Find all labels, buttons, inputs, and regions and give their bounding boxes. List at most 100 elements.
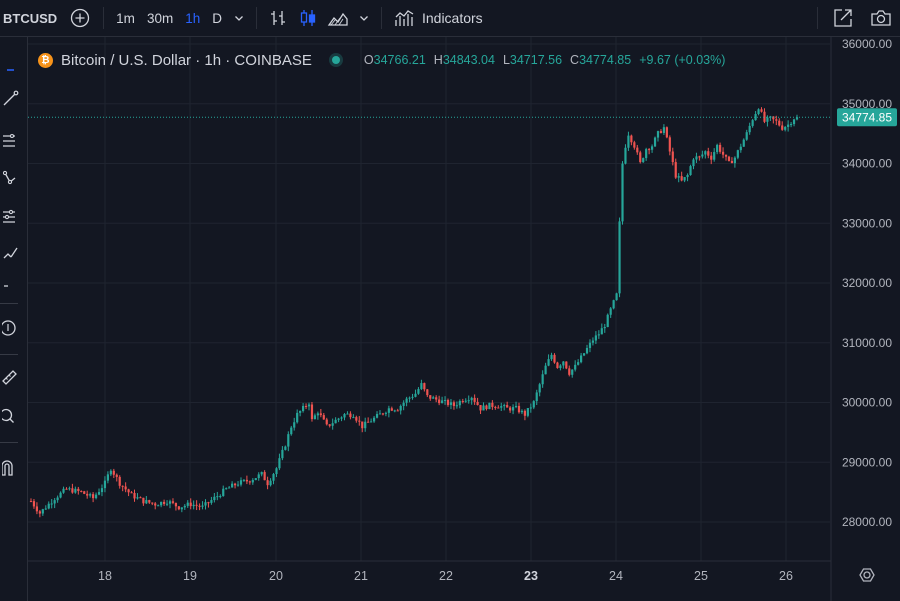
- candle-body: [724, 154, 728, 157]
- chart-type-dropdown[interactable]: [353, 0, 375, 36]
- candle-body: [53, 500, 56, 504]
- candle-body: [645, 149, 648, 159]
- settings-gear-icon[interactable]: [859, 568, 875, 582]
- candle-body: [571, 369, 574, 375]
- indicators-button[interactable]: Indicators: [388, 0, 489, 36]
- candle-body: [319, 413, 322, 416]
- snapshot-button[interactable]: [862, 0, 900, 36]
- candle-body: [313, 415, 317, 420]
- icons-tool[interactable]: [0, 317, 22, 339]
- close-key: C: [570, 53, 580, 67]
- candle-body: [287, 434, 290, 447]
- interval-1m[interactable]: 1m: [116, 10, 135, 26]
- candle-body: [562, 361, 565, 366]
- interval-30m[interactable]: 30m: [146, 10, 174, 26]
- candle-body: [532, 401, 535, 408]
- candle-body: [284, 446, 287, 450]
- pattern-tool[interactable]: [0, 167, 22, 189]
- text-tool[interactable]: [0, 275, 22, 297]
- candle-body: [56, 497, 59, 501]
- candle-body: [580, 355, 583, 363]
- candle-body: [281, 449, 284, 459]
- candle-body: [228, 487, 231, 489]
- candle-body: [248, 481, 251, 483]
- candle-body: [511, 407, 515, 411]
- brush-icon: [3, 247, 18, 259]
- candle-body: [216, 496, 219, 498]
- candle-body: [233, 483, 237, 486]
- candle-body: [443, 399, 447, 401]
- toolbar-divider: [0, 442, 18, 443]
- brush-tool[interactable]: [0, 242, 22, 264]
- candle-body: [438, 399, 441, 404]
- high-key: H: [433, 53, 443, 67]
- candle-body: [733, 157, 736, 164]
- candle-body: [275, 468, 278, 475]
- zoom-tool[interactable]: [0, 405, 22, 427]
- candle-body: [171, 501, 175, 503]
- candle-body: [201, 505, 204, 507]
- date-tick-label: 22: [439, 569, 453, 583]
- crosshair-tool[interactable]: [0, 56, 22, 78]
- candle-body: [334, 419, 337, 424]
- candle-body: [763, 111, 766, 122]
- candle-body: [136, 497, 139, 499]
- candle-body: [769, 116, 772, 118]
- pattern-icon: [3, 170, 16, 185]
- candle-body: [426, 389, 429, 396]
- candle-body: [503, 405, 506, 407]
- candle-body: [674, 162, 677, 178]
- chevron-down-icon: [235, 16, 243, 21]
- candle-body: [92, 494, 95, 499]
- candle-body: [713, 152, 716, 160]
- candle-body: [650, 146, 654, 150]
- prediction-tool[interactable]: [0, 205, 22, 227]
- measure-tool[interactable]: [0, 365, 22, 387]
- candle-body: [653, 137, 657, 147]
- candle-body: [86, 493, 89, 496]
- candle-body: [494, 406, 497, 408]
- interval-dropdown[interactable]: [228, 0, 250, 36]
- open-key: O: [363, 53, 374, 67]
- candle-body: [80, 490, 83, 492]
- fullscreen-popout-button[interactable]: [824, 0, 862, 36]
- gear-center: [863, 571, 871, 579]
- candles-style-button[interactable]: [293, 0, 323, 36]
- candle-body: [600, 328, 603, 335]
- symbol-title[interactable]: Bitcoin / U.S. Dollar · 1h · COINBASE: [61, 51, 312, 69]
- candle-body: [748, 125, 751, 133]
- fib-tool[interactable]: [0, 130, 22, 152]
- candle-body: [482, 405, 485, 411]
- interval-1h[interactable]: 1h: [185, 10, 201, 26]
- candle-body: [784, 126, 787, 130]
- symbol-search[interactable]: BTCUSD: [3, 10, 58, 26]
- toolbar-divider: [380, 7, 382, 29]
- chevron-down-icon: [360, 16, 368, 21]
- bar-style-button[interactable]: [263, 0, 293, 36]
- candle-body: [736, 150, 739, 158]
- indicators-label: Indicators: [421, 10, 483, 26]
- trendline-tool[interactable]: [0, 87, 22, 109]
- candle-body: [479, 405, 482, 411]
- date-tick-label: 23: [524, 569, 538, 583]
- candle-body: [497, 407, 500, 409]
- area-style-button[interactable]: [323, 0, 353, 36]
- candle-body: [742, 139, 745, 147]
- magnet-icon: [2, 460, 13, 476]
- candle-body: [509, 407, 512, 411]
- candle-body: [745, 132, 748, 140]
- magnet-tool[interactable]: [0, 457, 22, 479]
- candle-body: [716, 144, 719, 153]
- interval-d[interactable]: D: [212, 10, 222, 26]
- candle-body: [698, 156, 701, 158]
- candle-body: [719, 144, 722, 152]
- candle-body: [260, 472, 263, 475]
- market-status-icon[interactable]: [331, 56, 340, 64]
- candle-body: [121, 485, 124, 487]
- emoji-icon: [2, 320, 16, 336]
- candle-body: [174, 502, 178, 507]
- candle-body: [642, 158, 645, 163]
- compare-add-button[interactable]: [63, 0, 97, 36]
- candle-body: [461, 401, 464, 403]
